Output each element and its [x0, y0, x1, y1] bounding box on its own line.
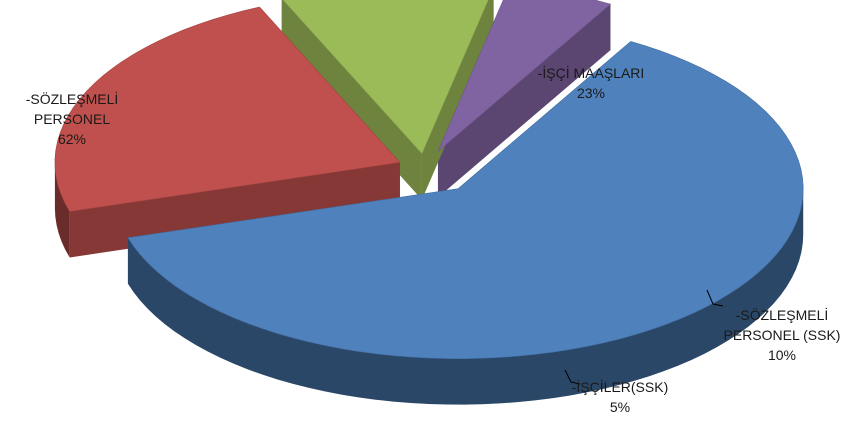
leader-line-4 — [564, 369, 581, 385]
leader-line-3 — [706, 289, 724, 307]
slice-category-label-4: -İŞÇİLER(SSK) — [572, 378, 668, 395]
pie-tops — [54, 0, 804, 359]
slice-category-label-3: -SÖZLEŞMELİ — [736, 306, 829, 323]
pie-labels: -SÖZLEŞMELİ PERSONEL 62% -İŞÇİ MAAŞLARI 23% -… — [26, 64, 841, 415]
slice-value-label-2: 23% — [577, 85, 605, 101]
pie-slice-2 — [54, 6, 401, 212]
slice-category-label-3: PERSONEL (SSK) — [724, 327, 841, 343]
slice-value-label-1: 62% — [58, 131, 86, 147]
pie-slice-rim-2 — [54, 162, 70, 258]
pie-slice-wall-2-1 — [69, 162, 400, 258]
pie-slice-1 — [127, 41, 804, 359]
pie-slice-wall-4-2 — [437, 4, 611, 198]
slice-category-label-2: -İŞÇİ MAAŞLARI — [538, 64, 645, 81]
slice-category-label-1: PERSONEL — [34, 111, 110, 127]
pie-slice-3 — [282, 0, 489, 155]
slice-category-label-1: -SÖZLEŞMELİ — [26, 90, 119, 107]
slice-value-label-3: 10% — [768, 347, 796, 363]
slice-value-label-4: 5% — [610, 399, 630, 415]
pie-slice-rim-1 — [127, 188, 804, 405]
pie-slice-4 — [437, 0, 612, 152]
